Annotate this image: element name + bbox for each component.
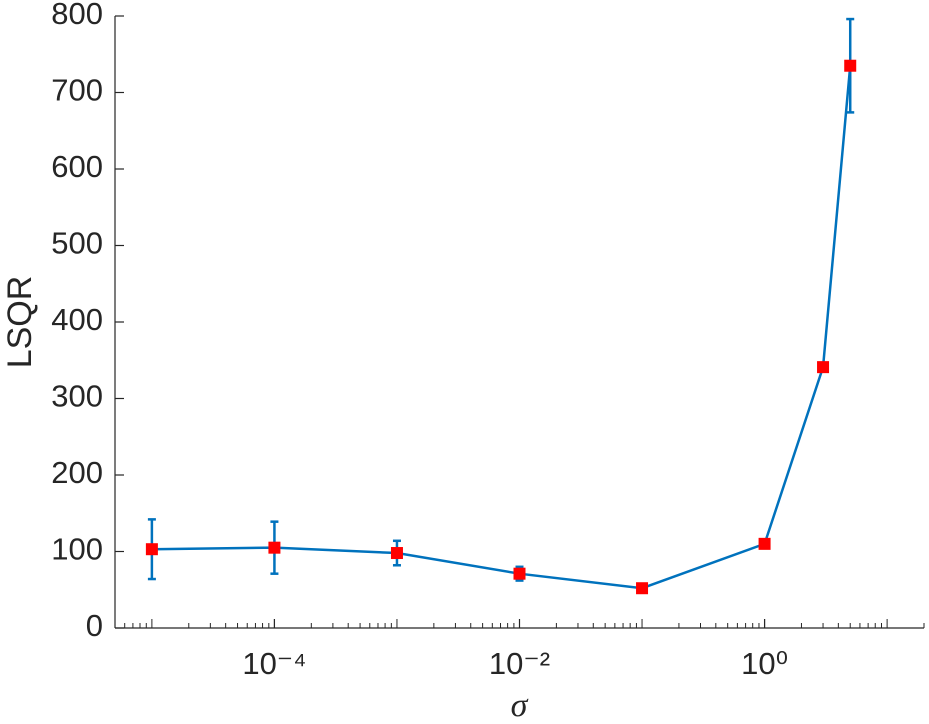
y-tick-label: 300 xyxy=(51,379,103,414)
marker xyxy=(513,567,526,580)
y-tick-label: 200 xyxy=(51,455,103,490)
marker xyxy=(390,547,403,560)
x-tick-label: 10⁰ xyxy=(741,646,788,681)
marker xyxy=(145,543,158,556)
x-axis-label: σ xyxy=(511,687,529,724)
marker xyxy=(636,582,649,595)
y-tick-label: 100 xyxy=(51,532,103,567)
marker xyxy=(817,361,830,374)
y-tick-label: 400 xyxy=(51,302,103,337)
y-tick-label: 800 xyxy=(51,0,103,31)
y-tick-label: 0 xyxy=(86,608,103,643)
marker xyxy=(758,537,771,550)
y-axis-label: LSQR xyxy=(1,276,39,369)
y-tick-label: 500 xyxy=(51,226,103,261)
line xyxy=(151,65,852,590)
x-tick-label: 10⁻² xyxy=(489,646,550,681)
y-tick-label: 600 xyxy=(51,149,103,184)
marker xyxy=(268,541,281,554)
y-tick-label: 700 xyxy=(51,73,103,108)
marker xyxy=(844,59,857,72)
x-tick-label: 10⁻⁴ xyxy=(242,646,306,681)
